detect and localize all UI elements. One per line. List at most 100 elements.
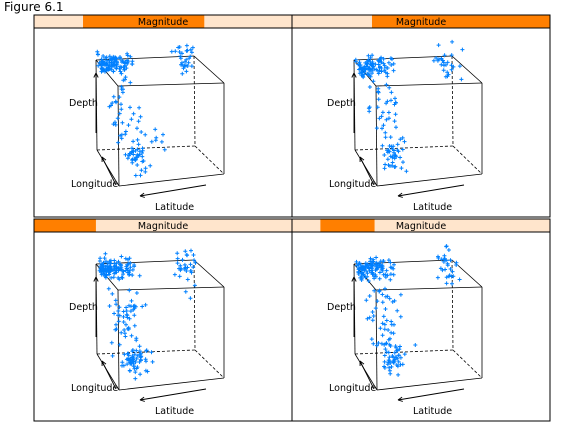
data-point (387, 365, 392, 370)
data-point (135, 152, 140, 157)
latitude-axis-arrow-head (397, 192, 403, 198)
data-point (393, 96, 397, 101)
box-edge (375, 82, 483, 87)
data-point (107, 304, 112, 308)
data-point (383, 130, 388, 135)
box-edge (193, 259, 225, 288)
data-point (134, 291, 139, 295)
data-point (387, 149, 392, 154)
data-point (119, 87, 124, 92)
data-point (130, 62, 135, 67)
data-point (447, 273, 452, 278)
data-point (113, 122, 118, 127)
data-point (103, 251, 108, 256)
data-point (123, 75, 128, 80)
data-point (132, 323, 137, 328)
data-point (368, 67, 373, 72)
data-point (103, 56, 108, 60)
data-point (368, 55, 373, 60)
box-edge-hidden (96, 349, 196, 355)
data-point (392, 148, 396, 153)
y-axis-label: Longitude (71, 179, 118, 190)
data-point (382, 359, 387, 364)
data-point (130, 149, 135, 154)
data-point (445, 60, 450, 65)
data-point (371, 341, 376, 346)
data-point (392, 322, 396, 327)
data-point (107, 54, 112, 59)
data-point (119, 254, 124, 259)
data-point (361, 67, 366, 72)
data-point (379, 55, 384, 60)
data-point (99, 59, 104, 64)
data-point (133, 376, 138, 381)
data-point (389, 319, 394, 324)
data-point (394, 100, 398, 105)
data-point (117, 305, 122, 310)
box-edge (117, 286, 225, 291)
data-point (384, 101, 389, 106)
data-point (110, 101, 115, 105)
data-point (135, 126, 139, 131)
points-group (354, 244, 462, 377)
data-point (99, 272, 104, 277)
x-axis-label: Latitude (413, 202, 452, 213)
data-point (172, 272, 177, 277)
data-point (117, 95, 122, 100)
data-point (115, 116, 120, 121)
data-point (386, 337, 391, 342)
data-point (376, 71, 381, 76)
longitude-axis-arrow-head (359, 156, 365, 163)
data-point (125, 313, 130, 318)
data-point (372, 288, 377, 293)
data-point (386, 350, 391, 355)
data-point (435, 275, 440, 280)
data-point (102, 61, 107, 66)
data-point (131, 139, 136, 144)
data-point (159, 139, 164, 144)
data-point (132, 313, 137, 318)
data-point (96, 63, 101, 68)
data-point (139, 130, 144, 134)
depth-axis-arrow-head (93, 72, 99, 78)
data-point (446, 248, 451, 252)
latitude-axis-arrow (139, 388, 207, 401)
data-point (149, 350, 154, 355)
data-point (356, 272, 361, 276)
data-point (413, 343, 418, 347)
data-point (386, 328, 391, 332)
data-point (125, 262, 130, 267)
data-point (365, 263, 370, 268)
data-point (125, 51, 130, 56)
data-point (377, 116, 382, 121)
data-point (374, 343, 379, 348)
data-point (384, 65, 389, 70)
longitude-axis-arrow-head (101, 156, 107, 163)
data-point (402, 139, 407, 144)
data-point (120, 360, 125, 365)
data-point (355, 263, 359, 268)
strip-label: Magnitude (396, 17, 446, 28)
data-point (389, 330, 394, 335)
points-group (95, 43, 195, 178)
data-point (354, 259, 359, 264)
data-point (398, 155, 403, 160)
data-point (132, 352, 137, 357)
data-point (133, 360, 138, 364)
data-point (101, 54, 106, 58)
data-point (128, 361, 133, 366)
data-point (393, 355, 398, 360)
data-point (154, 135, 159, 140)
data-point (120, 120, 125, 125)
data-point (117, 55, 122, 60)
data-point (184, 69, 189, 74)
data-point (363, 264, 368, 269)
data-point (143, 169, 148, 174)
data-point (376, 86, 381, 91)
data-point (101, 260, 106, 265)
data-point (369, 337, 374, 342)
data-point (111, 63, 116, 68)
data-point (357, 63, 362, 68)
data-point (357, 67, 362, 72)
data-point (176, 45, 181, 50)
